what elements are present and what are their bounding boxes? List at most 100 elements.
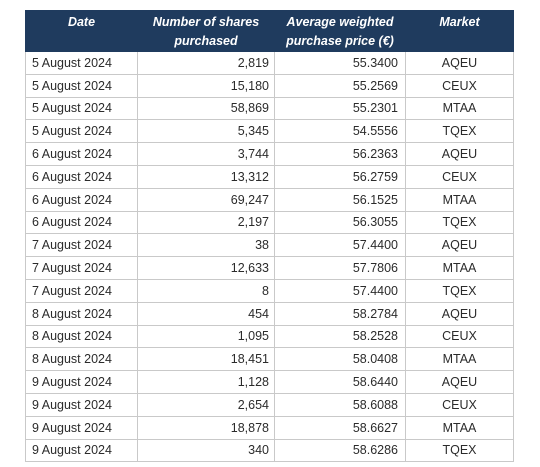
- price-cell: 58.2784: [274, 301, 406, 326]
- date-cell: 8 August 2024: [25, 324, 138, 349]
- date-cell: 7 August 2024: [25, 233, 138, 258]
- price-cell: 56.1525: [274, 187, 406, 212]
- table-header: Date Number of shares purchased Average …: [25, 10, 514, 52]
- price-cell: 55.3400: [274, 51, 406, 75]
- table-row: 8 August 2024 1,095 58.2528 CEUX: [25, 324, 514, 349]
- date-cell: 5 August 2024: [25, 73, 138, 98]
- shares-cell: 15,180: [137, 73, 275, 98]
- price-cell: 56.2759: [274, 164, 406, 189]
- table-row: 9 August 2024 340 58.6286 TQEX: [25, 438, 514, 463]
- date-cell: 6 August 2024: [25, 164, 138, 189]
- header-row: Date Number of shares purchased Average …: [25, 10, 514, 52]
- shares-cell: 2,197: [137, 210, 275, 235]
- header-price-line1: Average weighted: [286, 15, 394, 29]
- price-cell: 57.7806: [274, 256, 406, 280]
- shares-cell: 1,095: [137, 324, 275, 349]
- price-cell: 58.6627: [274, 415, 406, 440]
- shares-cell: 12,633: [137, 256, 275, 280]
- price-cell: 54.5556: [274, 119, 406, 144]
- table-row: 6 August 2024 13,312 56.2759 CEUX: [25, 164, 514, 189]
- table-row: 7 August 2024 12,633 57.7806 MTAA: [25, 256, 514, 280]
- header-price-label: Average weighted purchase price (€): [279, 11, 401, 51]
- shares-cell: 13,312: [137, 164, 275, 189]
- date-cell: 8 August 2024: [25, 347, 138, 372]
- table-row: 6 August 2024 3,744 56.2363 AQEU: [25, 142, 514, 166]
- share-purchases-table: Date Number of shares purchased Average …: [25, 10, 514, 463]
- shares-cell: 58,869: [137, 96, 275, 121]
- date-cell: 9 August 2024: [25, 415, 138, 440]
- date-cell: 6 August 2024: [25, 187, 138, 212]
- header-price-line2: purchase price (€): [286, 34, 394, 48]
- price-cell: 56.3055: [274, 210, 406, 235]
- shares-cell: 2,819: [137, 51, 275, 75]
- date-cell: 5 August 2024: [25, 96, 138, 121]
- date-cell: 9 August 2024: [25, 438, 138, 463]
- header-shares: Number of shares purchased: [137, 10, 275, 52]
- price-cell: 55.2569: [274, 73, 406, 98]
- market-cell: AQEU: [405, 51, 514, 75]
- price-cell: 57.4400: [274, 278, 406, 303]
- header-date: Date: [25, 10, 138, 52]
- header-shares-line1: Number of shares: [152, 15, 260, 29]
- table-row: 6 August 2024 69,247 56.1525 MTAA: [25, 187, 514, 212]
- price-cell: 58.6088: [274, 392, 406, 417]
- market-cell: AQEU: [405, 301, 514, 326]
- shares-cell: 340: [137, 438, 275, 463]
- market-cell: CEUX: [405, 164, 514, 189]
- shares-cell: 1,128: [137, 370, 275, 394]
- date-cell: 8 August 2024: [25, 301, 138, 326]
- table-row: 8 August 2024 18,451 58.0408 MTAA: [25, 347, 514, 372]
- table-body: 5 August 2024 2,819 55.3400 AQEU 5 August 20…: [25, 51, 514, 463]
- market-cell: AQEU: [405, 233, 514, 258]
- shares-cell: 8: [137, 278, 275, 303]
- market-cell: TQEX: [405, 278, 514, 303]
- price-cell: 57.4400: [274, 233, 406, 258]
- table-row: 9 August 2024 18,878 58.6627 MTAA: [25, 415, 514, 440]
- date-cell: 6 August 2024: [25, 142, 138, 166]
- price-cell: 55.2301: [274, 96, 406, 121]
- table-row: 8 August 2024 454 58.2784 AQEU: [25, 301, 514, 326]
- market-cell: MTAA: [405, 256, 514, 280]
- shares-cell: 38: [137, 233, 275, 258]
- table-row: 5 August 2024 2,819 55.3400 AQEU: [25, 51, 514, 75]
- price-cell: 58.6440: [274, 370, 406, 394]
- header-market: Market: [405, 10, 514, 52]
- market-cell: CEUX: [405, 392, 514, 417]
- market-cell: MTAA: [405, 347, 514, 372]
- shares-cell: 454: [137, 301, 275, 326]
- date-cell: 7 August 2024: [25, 278, 138, 303]
- market-cell: TQEX: [405, 119, 514, 144]
- header-shares-line2: purchased: [174, 34, 238, 48]
- shares-cell: 5,345: [137, 119, 275, 144]
- table-row: 5 August 2024 5,345 54.5556 TQEX: [25, 119, 514, 144]
- header-market-label: Market: [439, 15, 480, 29]
- date-cell: 9 August 2024: [25, 392, 138, 417]
- market-cell: MTAA: [405, 187, 514, 212]
- market-cell: CEUX: [405, 73, 514, 98]
- date-cell: 5 August 2024: [25, 51, 138, 75]
- header-price: Average weighted purchase price (€): [274, 10, 406, 52]
- table-row: 5 August 2024 15,180 55.2569 CEUX: [25, 73, 514, 98]
- table-row: 6 August 2024 2,197 56.3055 TQEX: [25, 210, 514, 235]
- date-cell: 9 August 2024: [25, 370, 138, 394]
- shares-cell: 2,654: [137, 392, 275, 417]
- header-shares-label: Number of shares purchased: [142, 11, 270, 51]
- price-cell: 58.6286: [274, 438, 406, 463]
- market-cell: AQEU: [405, 370, 514, 394]
- price-cell: 58.0408: [274, 347, 406, 372]
- table-row: 7 August 2024 38 57.4400 AQEU: [25, 233, 514, 258]
- price-cell: 56.2363: [274, 142, 406, 166]
- table-row: 7 August 2024 8 57.4400 TQEX: [25, 278, 514, 303]
- table-row: 5 August 2024 58,869 55.2301 MTAA: [25, 96, 514, 121]
- date-cell: 6 August 2024: [25, 210, 138, 235]
- shares-cell: 18,451: [137, 347, 275, 372]
- market-cell: TQEX: [405, 438, 514, 463]
- market-cell: TQEX: [405, 210, 514, 235]
- date-cell: 5 August 2024: [25, 119, 138, 144]
- market-cell: AQEU: [405, 142, 514, 166]
- date-cell: 7 August 2024: [25, 256, 138, 280]
- header-date-label: Date: [67, 15, 96, 29]
- price-cell: 58.2528: [274, 324, 406, 349]
- market-cell: MTAA: [405, 415, 514, 440]
- market-cell: CEUX: [405, 324, 514, 349]
